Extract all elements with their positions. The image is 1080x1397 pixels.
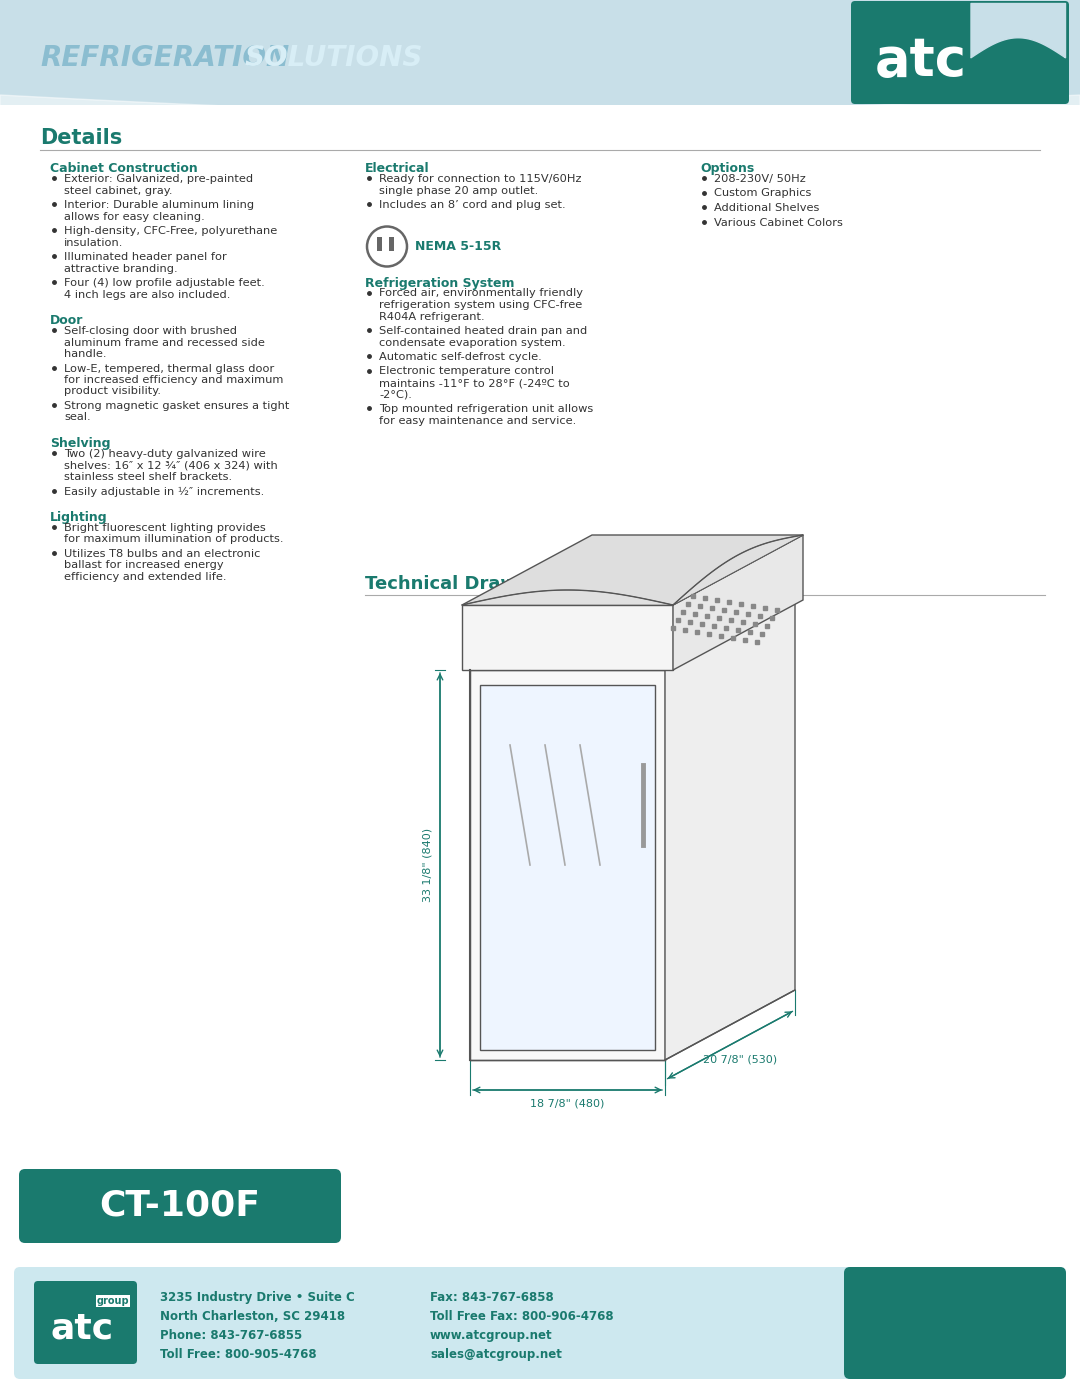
Bar <box>480 685 654 1051</box>
Text: Includes an 8’ cord and plug set.: Includes an 8’ cord and plug set. <box>379 200 566 210</box>
Text: Technical Drawing: Technical Drawing <box>365 576 549 592</box>
Text: High-density, CFC-Free, polyurethane: High-density, CFC-Free, polyurethane <box>64 226 278 236</box>
Text: single phase 20 amp outlet.: single phase 20 amp outlet. <box>379 186 538 196</box>
Text: Details: Details <box>40 129 122 148</box>
Text: Ready for connection to 115V/60Hz: Ready for connection to 115V/60Hz <box>379 175 581 184</box>
Text: stainless steel shelf brackets.: stainless steel shelf brackets. <box>64 472 232 482</box>
Text: atc: atc <box>875 35 967 87</box>
Text: for easy maintenance and service.: for easy maintenance and service. <box>379 415 577 426</box>
Text: Two (2) heavy-duty galvanized wire: Two (2) heavy-duty galvanized wire <box>64 448 266 460</box>
Text: condensate evaporation system.: condensate evaporation system. <box>379 338 566 348</box>
Text: 208-230V/ 50Hz: 208-230V/ 50Hz <box>714 175 806 184</box>
Text: Door: Door <box>50 314 83 327</box>
FancyBboxPatch shape <box>14 1267 1066 1379</box>
Text: Self-contained heated drain pan and: Self-contained heated drain pan and <box>379 326 588 337</box>
FancyBboxPatch shape <box>851 1 1069 103</box>
Text: Interior: Durable aluminum lining: Interior: Durable aluminum lining <box>64 200 254 210</box>
Text: R404A refrigerant.: R404A refrigerant. <box>379 312 485 321</box>
Text: ballast for increased energy: ballast for increased energy <box>64 560 224 570</box>
Text: Illuminated header panel for: Illuminated header panel for <box>64 251 227 263</box>
Text: Cabinet Construction: Cabinet Construction <box>50 162 198 175</box>
Text: atc: atc <box>50 1312 113 1345</box>
Text: -2°C).: -2°C). <box>379 390 411 400</box>
Text: REFRIGERATION: REFRIGERATION <box>40 43 289 73</box>
Text: insulation.: insulation. <box>64 237 123 247</box>
Text: Additional Shelves: Additional Shelves <box>714 203 820 212</box>
Text: Phone: 843-767-6855: Phone: 843-767-6855 <box>160 1329 302 1343</box>
Text: Exterior: Galvanized, pre-painted: Exterior: Galvanized, pre-painted <box>64 175 253 184</box>
Text: Various Cabinet Colors: Various Cabinet Colors <box>714 218 842 228</box>
Text: Custom Graphics: Custom Graphics <box>714 189 811 198</box>
Text: group: group <box>96 1296 129 1306</box>
Text: 20 7/8" (530): 20 7/8" (530) <box>703 1055 778 1065</box>
Text: efficiency and extended life.: efficiency and extended life. <box>64 571 227 583</box>
Text: attractive branding.: attractive branding. <box>64 264 177 274</box>
FancyBboxPatch shape <box>33 1281 137 1363</box>
Text: group: group <box>1012 21 1053 34</box>
Text: Forced air, environmentally friendly: Forced air, environmentally friendly <box>379 289 583 299</box>
Text: Toll Free Fax: 800-906-4768: Toll Free Fax: 800-906-4768 <box>430 1310 613 1323</box>
Polygon shape <box>470 671 665 1060</box>
Text: steel cabinet, gray.: steel cabinet, gray. <box>64 186 173 196</box>
Text: handle.: handle. <box>64 349 107 359</box>
Text: NEMA 5-15R: NEMA 5-15R <box>415 240 501 253</box>
Bar <box>377 236 382 250</box>
Text: maintains -11°F to 28°F (-24ºC to: maintains -11°F to 28°F (-24ºC to <box>379 379 570 388</box>
Text: Four (4) low profile adjustable feet.: Four (4) low profile adjustable feet. <box>64 278 265 288</box>
Polygon shape <box>462 605 673 671</box>
Polygon shape <box>665 599 795 1060</box>
Polygon shape <box>462 535 804 605</box>
Text: shelves: 16″ x 12 ¾″ (406 x 324) with: shelves: 16″ x 12 ¾″ (406 x 324) with <box>64 461 278 471</box>
Text: Bright fluorescent lighting provides: Bright fluorescent lighting provides <box>64 522 266 534</box>
Text: Lighting: Lighting <box>50 511 108 524</box>
Text: 33 1/8" (840): 33 1/8" (840) <box>422 828 432 902</box>
Polygon shape <box>462 535 804 605</box>
Text: aluminum frame and recessed side: aluminum frame and recessed side <box>64 338 265 348</box>
Polygon shape <box>673 535 804 671</box>
Polygon shape <box>470 599 795 671</box>
FancyBboxPatch shape <box>19 1169 341 1243</box>
Text: for increased efficiency and maximum: for increased efficiency and maximum <box>64 374 283 386</box>
Bar <box>0 0 1080 105</box>
Text: seal.: seal. <box>64 412 91 422</box>
Text: Toll Free: 800-905-4768: Toll Free: 800-905-4768 <box>160 1348 316 1361</box>
Text: 3235 Industry Drive • Suite C: 3235 Industry Drive • Suite C <box>160 1291 354 1303</box>
Text: product visibility.: product visibility. <box>64 387 161 397</box>
Text: 18 7/8" (480): 18 7/8" (480) <box>530 1098 605 1108</box>
Text: Electrical: Electrical <box>365 162 430 175</box>
Text: SOLUTIONS: SOLUTIONS <box>245 43 423 73</box>
Text: for maximum illumination of products.: for maximum illumination of products. <box>64 535 283 545</box>
Text: Utilizes T8 bulbs and an electronic: Utilizes T8 bulbs and an electronic <box>64 549 260 559</box>
Text: Low-E, tempered, thermal glass door: Low-E, tempered, thermal glass door <box>64 363 274 373</box>
Text: Automatic self-defrost cycle.: Automatic self-defrost cycle. <box>379 352 542 362</box>
Text: allows for easy cleaning.: allows for easy cleaning. <box>64 211 205 222</box>
Text: North Charleston, SC 29418: North Charleston, SC 29418 <box>160 1310 346 1323</box>
Text: Electronic temperature control: Electronic temperature control <box>379 366 554 377</box>
Text: Shelving: Shelving <box>50 437 110 450</box>
Text: Fax: 843-767-6858: Fax: 843-767-6858 <box>430 1291 554 1303</box>
Text: Refrigeration System: Refrigeration System <box>365 277 514 289</box>
Text: refrigeration system using CFC-free: refrigeration system using CFC-free <box>379 300 582 310</box>
Text: sales@atcgroup.net: sales@atcgroup.net <box>430 1348 562 1361</box>
Text: Strong magnetic gasket ensures a tight: Strong magnetic gasket ensures a tight <box>64 401 289 411</box>
Text: 4 inch legs are also included.: 4 inch legs are also included. <box>64 289 230 299</box>
Polygon shape <box>462 590 673 605</box>
Bar <box>389 236 394 250</box>
Text: Self-closing door with brushed: Self-closing door with brushed <box>64 326 237 337</box>
Text: Options: Options <box>700 162 754 175</box>
FancyBboxPatch shape <box>843 1267 1066 1379</box>
Text: Top mounted refrigeration unit allows: Top mounted refrigeration unit allows <box>379 404 593 414</box>
Text: Easily adjustable in ½″ increments.: Easily adjustable in ½″ increments. <box>64 486 265 496</box>
Text: www.atcgroup.net: www.atcgroup.net <box>430 1329 553 1343</box>
Text: CT-100F: CT-100F <box>99 1189 260 1222</box>
